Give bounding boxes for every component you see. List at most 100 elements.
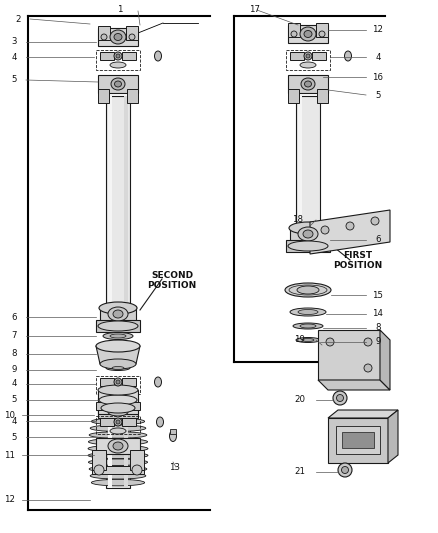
- Bar: [288, 75, 328, 93]
- Bar: [342, 432, 374, 448]
- Ellipse shape: [326, 338, 334, 346]
- Ellipse shape: [290, 308, 326, 316]
- Ellipse shape: [371, 217, 379, 225]
- Polygon shape: [310, 210, 390, 254]
- Ellipse shape: [116, 54, 120, 58]
- Ellipse shape: [108, 408, 128, 416]
- Bar: [96, 416, 140, 434]
- Text: 4: 4: [11, 52, 17, 61]
- Text: 11: 11: [4, 450, 15, 459]
- Text: 8: 8: [375, 324, 381, 333]
- Ellipse shape: [300, 27, 316, 41]
- Text: 13: 13: [170, 463, 180, 472]
- Bar: [98, 89, 109, 103]
- Ellipse shape: [319, 31, 325, 37]
- Ellipse shape: [156, 417, 163, 427]
- Bar: [98, 28, 138, 46]
- Text: SECOND: SECOND: [151, 271, 193, 279]
- Ellipse shape: [289, 222, 327, 234]
- Ellipse shape: [132, 465, 142, 475]
- Ellipse shape: [338, 463, 352, 477]
- Bar: [336, 426, 380, 454]
- Text: 9: 9: [375, 337, 381, 346]
- Ellipse shape: [364, 364, 372, 372]
- Text: 21: 21: [294, 467, 305, 477]
- Bar: [130, 450, 144, 470]
- Text: POSITION: POSITION: [147, 280, 197, 289]
- Ellipse shape: [302, 338, 314, 342]
- Bar: [98, 398, 138, 418]
- Bar: [100, 418, 114, 426]
- Ellipse shape: [129, 34, 135, 40]
- Bar: [108, 96, 112, 310]
- Bar: [127, 89, 138, 103]
- Polygon shape: [96, 346, 140, 364]
- Ellipse shape: [110, 30, 126, 44]
- Polygon shape: [318, 330, 380, 380]
- Ellipse shape: [304, 81, 311, 87]
- Bar: [106, 390, 130, 488]
- Ellipse shape: [113, 310, 123, 318]
- Bar: [98, 390, 138, 414]
- Bar: [290, 226, 326, 242]
- Ellipse shape: [89, 432, 147, 438]
- Text: 6: 6: [375, 236, 381, 245]
- Ellipse shape: [100, 359, 136, 369]
- Ellipse shape: [303, 230, 313, 238]
- Bar: [124, 96, 128, 310]
- Ellipse shape: [111, 78, 125, 90]
- Text: 6: 6: [11, 312, 17, 321]
- Ellipse shape: [346, 222, 354, 230]
- Polygon shape: [318, 380, 390, 390]
- Bar: [98, 75, 138, 93]
- Ellipse shape: [113, 442, 123, 450]
- Ellipse shape: [342, 466, 349, 473]
- Bar: [126, 26, 138, 40]
- Ellipse shape: [304, 30, 312, 37]
- Ellipse shape: [114, 418, 122, 426]
- Text: 19: 19: [294, 335, 305, 344]
- Ellipse shape: [155, 377, 162, 387]
- Text: 5: 5: [11, 395, 17, 405]
- Ellipse shape: [99, 395, 137, 405]
- Ellipse shape: [300, 62, 316, 68]
- Ellipse shape: [116, 420, 120, 424]
- Bar: [122, 418, 136, 426]
- Text: 10: 10: [4, 410, 15, 419]
- Text: 7: 7: [11, 332, 17, 341]
- Ellipse shape: [101, 403, 135, 413]
- Ellipse shape: [94, 465, 104, 475]
- Ellipse shape: [96, 340, 140, 352]
- Bar: [286, 240, 330, 252]
- Bar: [100, 378, 114, 386]
- Ellipse shape: [108, 439, 128, 453]
- Ellipse shape: [103, 333, 133, 340]
- Ellipse shape: [92, 418, 145, 425]
- Bar: [316, 23, 328, 37]
- Ellipse shape: [114, 81, 121, 87]
- Ellipse shape: [92, 479, 145, 486]
- Bar: [317, 89, 328, 103]
- Bar: [290, 52, 304, 60]
- Ellipse shape: [106, 366, 130, 370]
- Ellipse shape: [291, 31, 297, 37]
- Ellipse shape: [99, 302, 137, 314]
- Ellipse shape: [298, 227, 318, 241]
- Ellipse shape: [285, 283, 331, 297]
- Ellipse shape: [114, 378, 122, 386]
- Ellipse shape: [114, 34, 122, 41]
- Text: FIRST: FIRST: [343, 251, 373, 260]
- Ellipse shape: [298, 310, 318, 314]
- Text: 1: 1: [117, 5, 123, 14]
- Text: POSITION: POSITION: [333, 261, 383, 270]
- Bar: [288, 89, 299, 103]
- Ellipse shape: [336, 394, 343, 401]
- Text: 3: 3: [11, 37, 17, 46]
- Text: 18: 18: [292, 215, 303, 224]
- Bar: [92, 466, 144, 474]
- Bar: [170, 429, 176, 434]
- Polygon shape: [388, 410, 398, 463]
- Polygon shape: [328, 410, 398, 418]
- Polygon shape: [380, 330, 390, 390]
- Text: 4: 4: [11, 416, 17, 425]
